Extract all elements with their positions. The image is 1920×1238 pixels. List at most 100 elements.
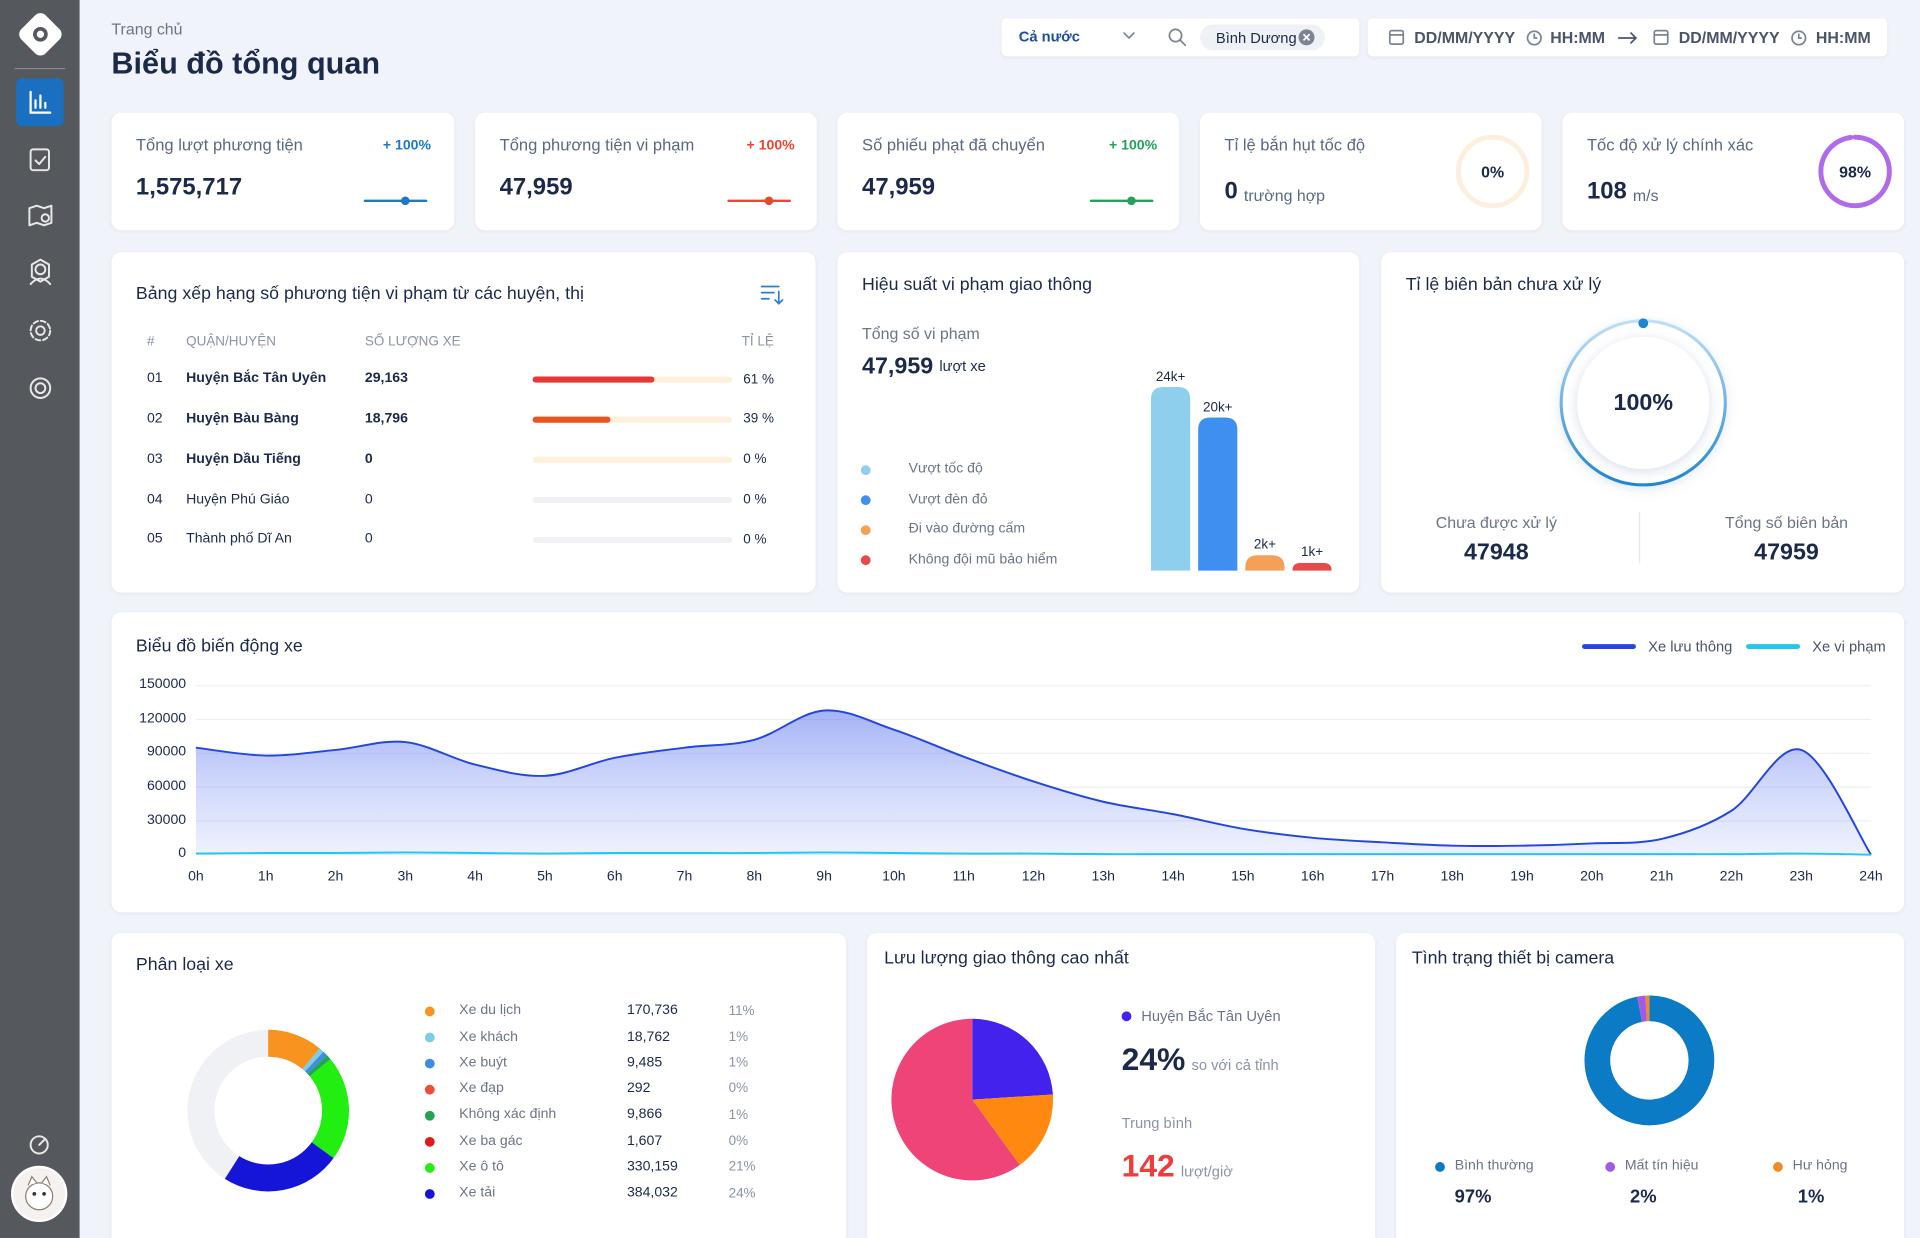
legend-dot (860, 465, 871, 476)
percent-label: 61 % (743, 371, 774, 387)
share-note: so với cả tỉnh (1191, 1056, 1279, 1074)
percent-label: 1% (728, 1107, 749, 1123)
x-tick-label: 5h (537, 869, 553, 885)
share-value: 24% (1121, 1040, 1186, 1078)
calendar-icon (1653, 29, 1669, 45)
district-name: Huyện Dầu Tiếng (186, 451, 301, 467)
bar-label: 24k+ (1155, 369, 1186, 384)
breadcrumb: Trang chủ (111, 19, 183, 38)
performance-card (837, 252, 1360, 593)
percent-label: 11% (728, 1003, 755, 1019)
search-tag-text: Bình Dương (1215, 29, 1297, 47)
legend-label: Huyện Bắc Tân Uyên (1141, 1007, 1281, 1025)
calendar-icon (1388, 29, 1405, 45)
count: 29,163 (364, 371, 408, 387)
kpi-card (837, 112, 1180, 231)
bar-track (532, 496, 733, 503)
donut-segment (307, 1055, 331, 1077)
avg-label: Trung bình (1121, 1114, 1193, 1132)
line (195, 709, 1872, 856)
kpi-unit: m/s (1632, 185, 1659, 204)
pie-slice (972, 1018, 1053, 1100)
avatar[interactable] (11, 1165, 68, 1223)
legend-dot (424, 1189, 435, 1199)
nav-settings[interactable] (29, 319, 52, 342)
count: 18,796 (364, 411, 408, 427)
legend-label: Xe đạp (459, 1081, 504, 1097)
card-title: Biểu đồ biến động xe (135, 636, 303, 657)
count: 292 (626, 1081, 651, 1097)
date-to[interactable]: DD/MM/YYYY (1678, 28, 1780, 47)
legend-label: Xe tải (459, 1185, 496, 1201)
donut-segment (267, 1029, 320, 1070)
card-title: Lưu lượng giao thông cao nhất (884, 948, 1129, 969)
percent-value: 2% (1629, 1185, 1657, 1207)
ring-label: 100% (1613, 390, 1674, 416)
bar-label: 20k+ (1202, 399, 1233, 415)
count: 0 (364, 451, 373, 467)
kpi-card (1200, 112, 1542, 231)
ring-arc (1818, 134, 1892, 209)
x-tick-label: 11h (952, 869, 975, 885)
percent-label: 0 % (743, 451, 767, 467)
camera-card (1395, 933, 1905, 1238)
legend-dot (424, 1136, 435, 1147)
rank: 02 (146, 411, 163, 427)
legend-label: Không xác định (459, 1107, 557, 1123)
total-label: Tổng số vi phạm (862, 323, 980, 343)
region-select[interactable]: Cả nước (1018, 28, 1080, 46)
card-title: Hiệu suất vi phạm giao thông (862, 275, 1093, 295)
column-header: SỐ LƯỢNG XE (364, 333, 461, 349)
x-tick-label: 7h (676, 869, 693, 885)
legend-label: Vượt tốc độ (908, 461, 983, 477)
rank: 04 (146, 491, 163, 507)
time-to[interactable]: HH:MM (1815, 28, 1871, 47)
x-tick-label: 19h (1510, 869, 1534, 885)
tag-close[interactable] (1298, 29, 1315, 46)
district-name: Thành phố Dĩ An (186, 531, 292, 547)
y-tick-label: 0 (178, 846, 187, 862)
nav-history[interactable] (29, 377, 52, 399)
vehicle-card (111, 933, 847, 1238)
legend-label: Xe du lịch (459, 1003, 522, 1018)
chevron-icon (1123, 32, 1135, 40)
kpi-change: + 100% (1108, 138, 1158, 154)
time-from[interactable]: HH:MM (1550, 28, 1606, 47)
legend-label: Vượt đèn đỏ (908, 491, 988, 507)
count: 18,762 (626, 1029, 671, 1044)
legend-dot (424, 1032, 435, 1043)
donut-segment (1584, 995, 1715, 1126)
nav-users[interactable] (29, 258, 52, 286)
logo (19, 13, 62, 56)
line (195, 851, 1872, 856)
card-title: Bảng xếp hạng số phương tiện vi phạm từ … (135, 283, 584, 304)
stat-value: 47948 (1463, 539, 1529, 566)
legend-dot (860, 525, 871, 536)
nav-map[interactable] (28, 204, 53, 227)
percent-label: 1% (728, 1029, 749, 1045)
rank: 03 (146, 451, 163, 467)
kpi-card (111, 112, 455, 231)
kpi-value: 47,959 (499, 174, 573, 202)
x-tick-label: 14h (1161, 869, 1185, 885)
district-name: Huyện Bàu Bàng (186, 411, 299, 427)
count: 384,032 (626, 1185, 678, 1201)
legend-dot (860, 555, 871, 566)
ring-track (1455, 134, 1530, 209)
percent-value: 1% (1797, 1185, 1825, 1207)
column-header: QUẬN/HUYỆN (186, 333, 276, 349)
kpi-unit: trường hợp (1243, 185, 1326, 204)
sort-icon[interactable] (760, 285, 784, 305)
date-from[interactable]: DD/MM/YYYY (1414, 28, 1516, 47)
kpi-label: Tỉ lệ bắn hụt tốc độ (1224, 136, 1366, 155)
percent-label: 0% (728, 1133, 749, 1149)
x-tick-label: 15h (1231, 869, 1255, 885)
nav-tasks[interactable] (29, 148, 50, 172)
nav-speed[interactable] (29, 1135, 49, 1155)
legend-dot (860, 495, 871, 506)
legend-dot (424, 1163, 435, 1173)
bar-track (532, 536, 733, 544)
legend-dot (424, 1058, 435, 1069)
kpi-trend-dot (401, 196, 410, 206)
x-tick-label: 4h (467, 869, 483, 885)
